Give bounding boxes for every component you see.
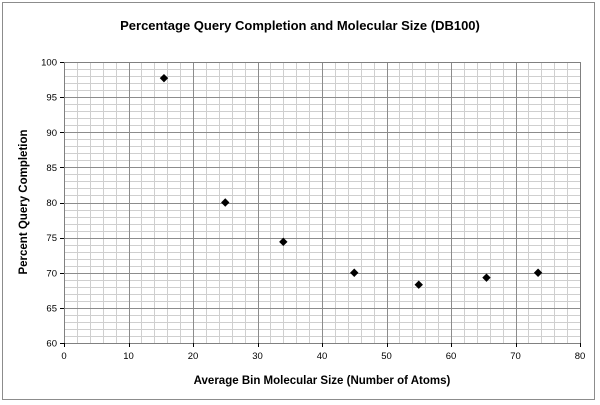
y-tick-label: 90 — [46, 128, 57, 139]
plot-grid — [64, 62, 581, 344]
y-tick-label: 65 — [46, 303, 57, 314]
x-tick-label: 60 — [446, 351, 457, 362]
data-point-marker — [159, 73, 169, 83]
x-tick-label: 20 — [188, 351, 199, 362]
x-tick-label: 70 — [510, 351, 521, 362]
y-tick-label: 60 — [46, 339, 57, 350]
x-tick-label: 10 — [123, 351, 134, 362]
x-tick-label: 50 — [381, 351, 392, 362]
x-tick-label: 30 — [252, 351, 263, 362]
data-point-marker — [414, 280, 423, 289]
y-tick-label: 70 — [46, 268, 57, 279]
y-tick-label: 95 — [46, 93, 57, 104]
data-point-marker — [221, 198, 230, 207]
data-point-marker — [533, 268, 543, 277]
chart-title: Percentage Query Completion and Molecula… — [120, 18, 480, 33]
y-tick-label: 85 — [46, 163, 57, 174]
x-tick-label: 80 — [575, 351, 586, 362]
axis-ticks: 0 10 20 30 40 50 60 70 80 60 65 70 75 80 85 90 95 100 — [41, 58, 585, 363]
data-point-marker — [279, 237, 288, 247]
y-tick-label: 75 — [46, 233, 57, 244]
x-axis-title: Average Bin Molecular Size (Number of At… — [194, 375, 451, 387]
data-point-marker — [350, 268, 359, 277]
data-point-marker — [482, 273, 491, 282]
y-tick-label: 100 — [41, 58, 57, 69]
data-points — [159, 73, 543, 289]
x-tick-label: 0 — [61, 351, 66, 362]
x-tick-label: 40 — [317, 351, 328, 362]
y-axis-title: Percent Query Completion — [18, 129, 30, 274]
y-tick-label: 80 — [46, 198, 57, 209]
